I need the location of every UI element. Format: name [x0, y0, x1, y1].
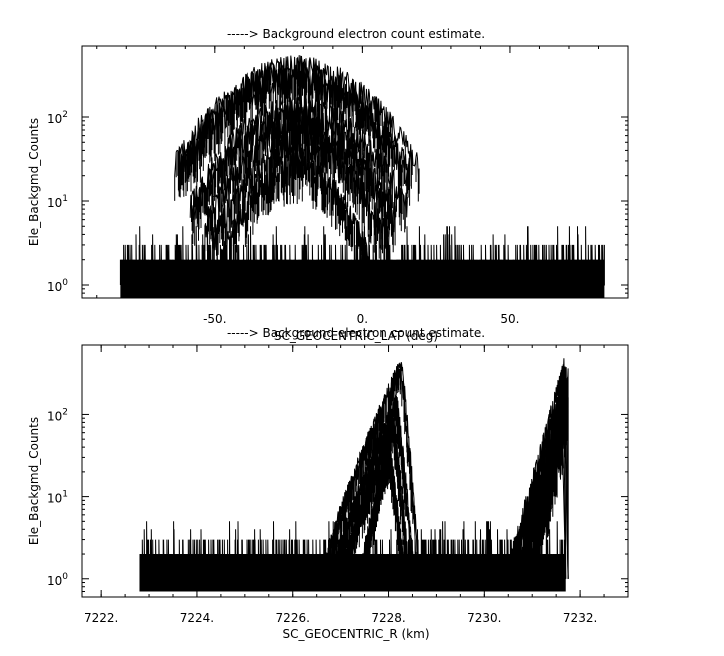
- arc-trace-1: [322, 362, 420, 580]
- panel1-ticks: -50. 0. 50. 100 101 102: [47, 46, 629, 326]
- panel1-axes-frame: [81, 45, 629, 299]
- y-tick-label: 101: [47, 490, 68, 506]
- x-tick-label: -50.: [203, 312, 226, 326]
- arc-trace-4: [360, 444, 405, 579]
- y-tick-label: 101: [47, 194, 68, 210]
- x-tick-label: 7224.: [180, 611, 214, 625]
- y-tick-label: 100: [47, 572, 68, 588]
- x-tick-label: 7222.: [84, 611, 118, 625]
- ramp-trace-3: [523, 407, 567, 581]
- x-tick-label: 7232.: [563, 611, 597, 625]
- panel2-ylabel: Ele_Backgmd_Counts: [27, 417, 41, 545]
- panel1-plot-marks: [119, 55, 605, 298]
- arc-trace-3: [341, 419, 410, 580]
- y-tick-label: 102: [47, 407, 68, 423]
- series-peak-trace-8: [220, 151, 371, 285]
- panel1-ylabel: Ele_Backgmd_Counts: [27, 118, 41, 246]
- panel1-title: -----> Background electron count estimat…: [227, 27, 485, 41]
- x-tick-label: 50.: [500, 312, 519, 326]
- ramp-trace-1: [504, 358, 569, 580]
- series-peak-trace-3: [178, 66, 411, 206]
- panel-radius: -----> Background electron count estimat…: [27, 326, 629, 641]
- panel2-title: -----> Background electron count estimat…: [227, 326, 485, 340]
- panel2-axes-frame: [81, 344, 629, 598]
- y-tick-label: 102: [47, 110, 68, 126]
- panel2-ticks: 7222. 7224. 7226. 7228. 7230. 7232. 100 101 102: [47, 345, 629, 625]
- arc-trace-2: [332, 395, 415, 580]
- panel1-xlabel: SC_GEOCENTRIC_LAT (deg): [274, 329, 438, 343]
- x-tick-label: 7230.: [467, 611, 501, 625]
- panel-latitude: -----> Background electron count estimat…: [27, 27, 629, 343]
- series-peak-trace-7: [212, 133, 390, 277]
- panel2-xlabel: SC_GEOCENTRIC_R (km): [283, 627, 430, 641]
- x-tick-label: 0.: [357, 312, 368, 326]
- panel2-plot-marks: [139, 358, 569, 592]
- y-tick-label: 100: [47, 278, 68, 294]
- x-tick-label: 7228.: [371, 611, 405, 625]
- x-tick-label: 7226.: [276, 611, 310, 625]
